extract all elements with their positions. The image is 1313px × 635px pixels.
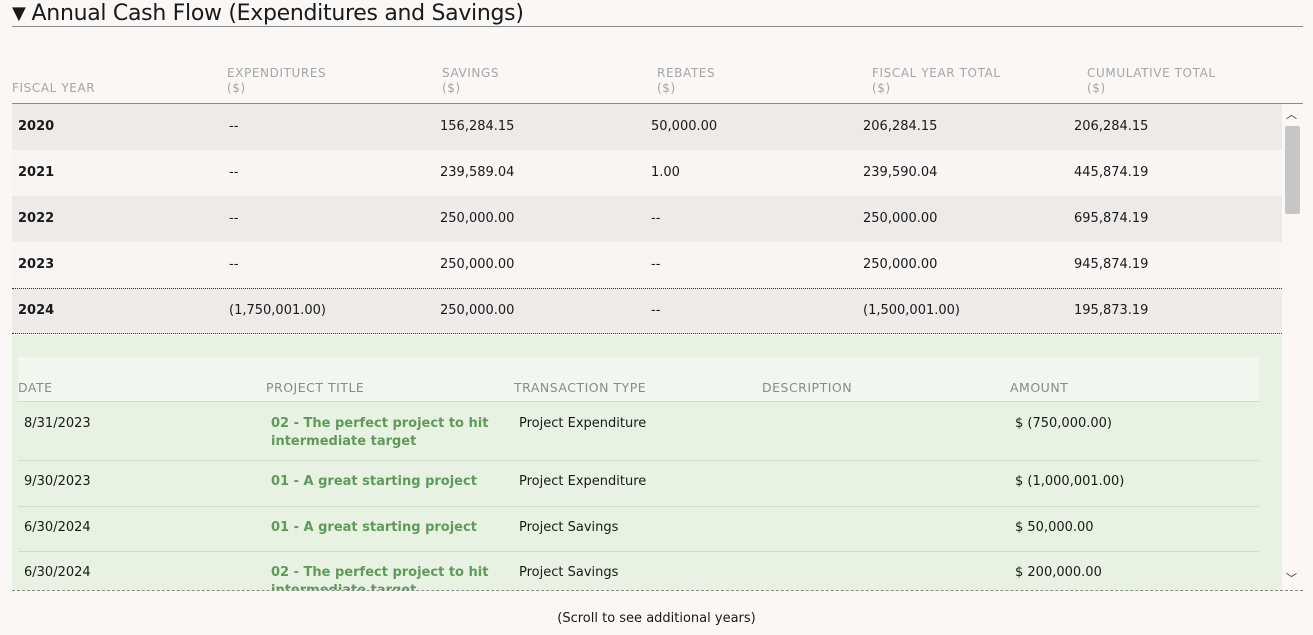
cell-savings: 156,284.15 — [440, 119, 515, 134]
detail-header-date: DATE — [18, 380, 53, 395]
vertical-scrollbar[interactable]: ︿ ﹀ — [1282, 104, 1303, 591]
project-title-link[interactable]: 02 - The perfect project to hit intermed… — [271, 416, 489, 449]
transaction-amount: $ (750,000.00) — [1015, 416, 1112, 431]
detail-header-description: DESCRIPTION — [762, 380, 853, 395]
year-row-2022[interactable]: 2022 -- 250,000.00 -- 250,000.00 695,874… — [12, 196, 1282, 242]
cell-cumulative: 206,284.15 — [1074, 119, 1149, 134]
cell-rebates: -- — [651, 211, 661, 226]
transaction-row: 9/30/2023 01 - A great starting project … — [18, 461, 1259, 507]
transaction-amount: $ 200,000.00 — [1015, 565, 1102, 580]
transaction-row: 6/30/2024 02 - The perfect project to hi… — [18, 552, 1259, 591]
year-row-2023[interactable]: 2023 -- 250,000.00 -- 250,000.00 945,874… — [12, 242, 1282, 288]
cell-rebates: 50,000.00 — [651, 119, 718, 134]
transaction-type: Project Expenditure — [519, 474, 647, 489]
scroll-hint: (Scroll to see additional years) — [557, 611, 756, 626]
cell-expenditures: -- — [229, 165, 239, 180]
project-title-link[interactable]: 01 - A great starting project — [271, 474, 477, 489]
year-row-2024[interactable]: 2024 (1,750,001.00) 250,000.00 -- (1,500… — [12, 288, 1282, 334]
transaction-type: Project Savings — [519, 565, 619, 580]
cell-savings: 250,000.00 — [440, 257, 515, 272]
detail-table-header: DATE PROJECT TITLE TRANSACTION TYPE DESC… — [18, 357, 1259, 402]
cell-fiscal-year: 2024 — [18, 303, 55, 318]
cell-fy-total: 250,000.00 — [863, 211, 938, 226]
cell-expenditures: -- — [229, 211, 239, 226]
collapse-toggle-icon[interactable]: ▼ — [12, 2, 26, 24]
cell-rebates: -- — [651, 303, 661, 318]
cell-rebates: -- — [651, 257, 661, 272]
cell-fiscal-year: 2023 — [18, 257, 55, 272]
cell-expenditures: -- — [229, 119, 239, 134]
project-title-link[interactable]: 01 - A great starting project — [271, 520, 477, 535]
cell-fy-total: 250,000.00 — [863, 257, 938, 272]
cell-cumulative: 195,873.19 — [1074, 303, 1149, 318]
project-title-link[interactable]: 02 - The perfect project to hit intermed… — [271, 565, 489, 591]
cell-savings: 250,000.00 — [440, 303, 515, 318]
transaction-date: 8/31/2023 — [24, 416, 91, 431]
cell-fy-total: 206,284.15 — [863, 119, 938, 134]
cell-savings: 250,000.00 — [440, 211, 515, 226]
cell-fiscal-year: 2022 — [18, 211, 55, 226]
transaction-date: 6/30/2024 — [24, 520, 91, 535]
year-row-2021[interactable]: 2021 -- 239,589.04 1.00 239,590.04 445,8… — [12, 150, 1282, 196]
cell-fy-total: 239,590.04 — [863, 165, 938, 180]
scroll-up-icon[interactable]: ︿ — [1286, 108, 1297, 121]
cash-flow-scroll-area[interactable]: 2020 -- 156,284.15 50,000.00 206,284.15 … — [12, 104, 1303, 591]
transaction-amount: $ (1,000,001.00) — [1015, 474, 1125, 489]
transaction-row: 8/31/2023 02 - The perfect project to hi… — [18, 403, 1259, 461]
transaction-type: Project Savings — [519, 520, 619, 535]
table-header: FISCAL YEAR EXPENDITURES ($) SAVINGS ($) R… — [12, 60, 1303, 104]
transaction-type: Project Expenditure — [519, 416, 647, 431]
cell-expenditures: -- — [229, 257, 239, 272]
scrollbar-track[interactable] — [1285, 126, 1300, 566]
column-header-expenditures: EXPENDITURES ($) — [227, 66, 327, 95]
column-header-cumulative-total: CUMULATIVE TOTAL ($) — [1087, 66, 1216, 95]
cell-cumulative: 945,874.19 — [1074, 257, 1149, 272]
detail-header-amount: AMOUNT — [1010, 380, 1069, 395]
transaction-date: 9/30/2023 — [24, 474, 91, 489]
transaction-row: 6/30/2024 01 - A great starting project … — [18, 507, 1259, 552]
column-header-fiscal-year-total: FISCAL YEAR TOTAL ($) — [872, 66, 1001, 95]
detail-header-transaction-type: TRANSACTION TYPE — [514, 380, 647, 395]
cell-cumulative: 445,874.19 — [1074, 165, 1149, 180]
year-row-2020[interactable]: 2020 -- 156,284.15 50,000.00 206,284.15 … — [12, 104, 1282, 150]
scrollbar-thumb[interactable] — [1285, 126, 1300, 214]
transaction-amount: $ 50,000.00 — [1015, 520, 1094, 535]
cell-fiscal-year: 2021 — [18, 165, 55, 180]
cell-rebates: 1.00 — [651, 165, 680, 180]
cell-fiscal-year: 2020 — [18, 119, 55, 134]
column-header-fiscal-year: FISCAL YEAR — [12, 81, 96, 95]
scroll-down-icon[interactable]: ﹀ — [1286, 572, 1297, 585]
transaction-detail-panel: DATE PROJECT TITLE TRANSACTION TYPE DESC… — [12, 335, 1282, 591]
cell-cumulative: 695,874.19 — [1074, 211, 1149, 226]
column-header-rebates: REBATES ($) — [657, 66, 716, 95]
section-header[interactable]: ▼ Annual Cash Flow (Expenditures and Sav… — [12, 0, 1303, 27]
column-header-savings: SAVINGS ($) — [442, 66, 500, 95]
cell-expenditures: (1,750,001.00) — [229, 303, 326, 318]
cell-fy-total: (1,500,001.00) — [863, 303, 960, 318]
section-title: Annual Cash Flow (Expenditures and Savin… — [31, 0, 524, 26]
detail-header-project-title: PROJECT TITLE — [266, 380, 365, 395]
cell-savings: 239,589.04 — [440, 165, 515, 180]
transaction-date: 6/30/2024 — [24, 565, 91, 580]
